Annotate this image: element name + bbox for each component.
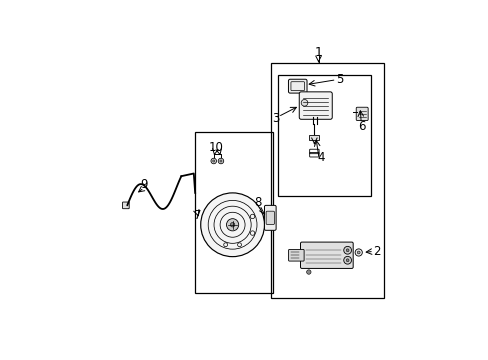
FancyBboxPatch shape [299,92,331,119]
Circle shape [226,219,238,231]
FancyBboxPatch shape [265,211,274,225]
FancyBboxPatch shape [288,249,304,261]
FancyBboxPatch shape [122,202,129,209]
Circle shape [230,222,234,227]
Circle shape [210,158,216,164]
Text: 5: 5 [335,73,342,86]
FancyBboxPatch shape [264,205,276,230]
Circle shape [343,246,351,254]
Bar [278,75,370,195]
Circle shape [343,256,351,264]
Bar [195,132,272,293]
Text: 9: 9 [141,178,148,191]
Circle shape [357,251,359,254]
FancyBboxPatch shape [300,242,352,269]
Text: 7: 7 [194,208,201,221]
Text: 8: 8 [254,196,262,209]
Text: 1: 1 [314,46,322,59]
Circle shape [354,249,362,256]
Circle shape [200,193,264,257]
Text: 3: 3 [271,112,279,125]
FancyBboxPatch shape [355,107,367,121]
FancyBboxPatch shape [288,79,306,93]
Circle shape [212,160,214,162]
Text: 4: 4 [317,151,325,164]
Text: 2: 2 [372,244,380,258]
Text: 6: 6 [357,120,365,133]
Circle shape [218,158,224,164]
Circle shape [346,249,348,252]
Circle shape [346,259,348,262]
Circle shape [306,270,310,274]
Circle shape [220,160,222,162]
Circle shape [301,99,307,106]
Bar [271,63,383,298]
Text: 10: 10 [208,141,223,154]
Bar [309,135,319,140]
